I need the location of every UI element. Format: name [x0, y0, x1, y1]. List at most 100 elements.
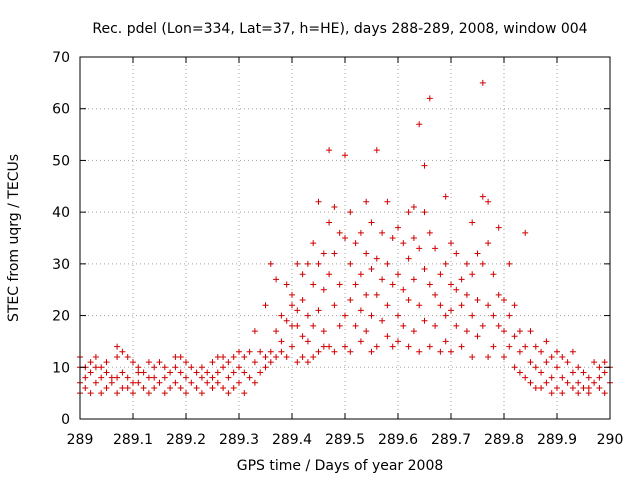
data-point [198, 364, 205, 371]
data-point [320, 250, 327, 257]
data-point [490, 343, 497, 350]
data-point [172, 353, 179, 360]
data-point [516, 328, 523, 335]
data-point [357, 229, 364, 236]
data-point [469, 219, 476, 226]
data-point [469, 353, 476, 360]
y-tick-label: 60 [52, 102, 70, 118]
data-point [225, 390, 232, 397]
data-point [501, 353, 507, 360]
data-point [564, 359, 571, 366]
y-tick-label: 50 [52, 153, 70, 169]
x-tick-label: 289.3 [219, 432, 259, 448]
data-point [554, 384, 560, 391]
data-point [130, 359, 136, 366]
data-point [151, 374, 158, 381]
data-point [220, 384, 227, 391]
data-point [453, 250, 460, 257]
data-point [474, 250, 481, 257]
data-point [474, 297, 481, 304]
data-point [342, 235, 348, 241]
data-point [384, 302, 391, 309]
data-point [384, 333, 391, 340]
data-point [495, 322, 502, 329]
data-point [437, 348, 444, 355]
data-point [485, 302, 492, 309]
data-point [453, 286, 460, 293]
data-point [82, 374, 89, 381]
data-point [177, 384, 184, 391]
data-point [575, 390, 582, 397]
data-point [591, 379, 598, 386]
data-point [347, 260, 354, 267]
data-point [336, 229, 343, 236]
data-point [469, 271, 476, 278]
x-tick-label: 289.7 [431, 432, 471, 448]
data-point [421, 162, 428, 169]
y-tick-label: 30 [52, 257, 70, 273]
data-point [156, 379, 163, 386]
data-point [442, 338, 449, 345]
data-point [278, 312, 285, 319]
data-point [119, 369, 126, 376]
data-point [490, 312, 497, 319]
data-point [283, 353, 290, 360]
data-point [495, 291, 502, 298]
data-point [119, 348, 126, 355]
data-point [278, 338, 285, 345]
data-point [506, 312, 513, 319]
data-point [172, 379, 179, 386]
data-point [432, 291, 439, 298]
data-point [495, 224, 502, 231]
data-point [82, 384, 89, 391]
data-point [448, 307, 454, 314]
data-point [331, 302, 338, 309]
data-point [347, 348, 354, 355]
data-point [336, 322, 343, 329]
data-point [294, 359, 301, 366]
data-point [569, 369, 576, 376]
data-point [98, 374, 105, 381]
data-point [426, 229, 433, 236]
data-point [135, 364, 142, 371]
data-point [331, 250, 338, 257]
data-point [373, 291, 380, 298]
data-point [304, 260, 311, 267]
data-point [241, 390, 248, 397]
data-point [395, 271, 401, 278]
y-tick-label: 10 [52, 360, 70, 376]
data-point [400, 322, 407, 329]
data-point [241, 369, 248, 376]
data-point [426, 95, 433, 102]
data-point [257, 348, 264, 355]
x-tick-label: 289.2 [166, 432, 206, 448]
data-point [103, 359, 110, 366]
data-point [336, 281, 343, 288]
data-point [363, 291, 370, 298]
data-point [193, 369, 200, 376]
x-axis-label: GPS time / Days of year 2008 [237, 458, 444, 474]
data-point [246, 374, 253, 381]
data-point [469, 312, 476, 319]
data-point [92, 364, 99, 371]
data-point [114, 353, 121, 360]
data-point [177, 369, 184, 376]
data-point [267, 348, 274, 355]
data-point [299, 297, 306, 304]
data-point [114, 390, 121, 397]
data-point [124, 374, 131, 381]
data-point [204, 369, 211, 376]
data-point [124, 384, 131, 391]
data-point [405, 343, 412, 350]
data-point [145, 390, 152, 397]
data-point [580, 369, 587, 376]
data-point [140, 384, 147, 391]
data-point [522, 374, 529, 381]
data-point [98, 390, 105, 397]
data-point [124, 353, 131, 360]
data-point [342, 312, 348, 319]
data-point [326, 219, 333, 226]
data-point [310, 322, 317, 329]
data-point [289, 302, 295, 309]
x-tick-label: 289 [67, 432, 94, 448]
